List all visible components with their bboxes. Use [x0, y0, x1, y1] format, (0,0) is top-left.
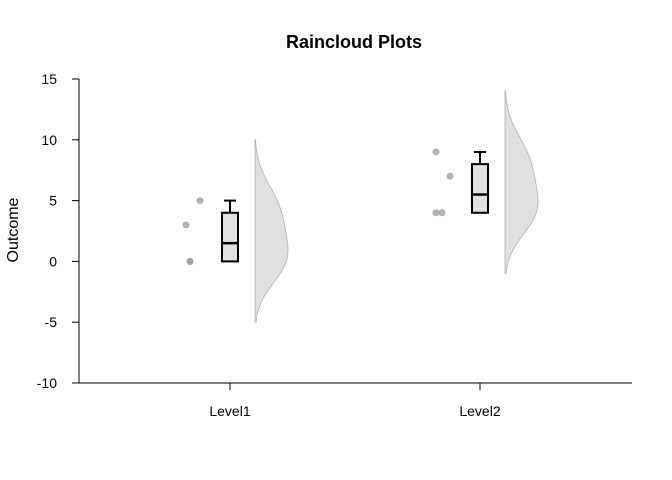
- raw-points: [182, 148, 454, 265]
- y-tick-label: 5: [49, 193, 57, 209]
- x-tick-label: Level2: [459, 403, 500, 419]
- data-point: [438, 209, 446, 217]
- y-tick-label: 0: [49, 253, 57, 269]
- boxplots: [221, 150, 489, 263]
- data-point: [446, 172, 454, 180]
- y-tick-label: -10: [37, 375, 57, 391]
- y-tick-label: 15: [41, 71, 57, 87]
- box-iqr: [471, 163, 489, 214]
- chart-title: Raincloud Plots: [286, 32, 422, 52]
- density-clouds: [254, 90, 539, 323]
- y-tick-label: -5: [45, 314, 58, 330]
- data-point: [432, 148, 440, 156]
- data-point: [196, 197, 204, 205]
- x-axis-ticks: Level1 Level2: [209, 383, 501, 419]
- density-cloud-level2: [504, 90, 539, 274]
- boxplot-level1: [221, 199, 239, 263]
- boxplot-level2: [471, 150, 489, 214]
- y-axis-label: Outcome: [5, 197, 22, 262]
- box-iqr: [221, 211, 239, 263]
- data-point: [432, 209, 440, 217]
- y-tick-label: 10: [41, 132, 57, 148]
- data-point: [186, 257, 194, 265]
- x-tick-label: Level1: [209, 403, 250, 419]
- data-point: [182, 221, 190, 229]
- y-axis-ticks: -10 -5 0 5 10 15: [37, 71, 79, 391]
- density-cloud-level1: [254, 139, 289, 323]
